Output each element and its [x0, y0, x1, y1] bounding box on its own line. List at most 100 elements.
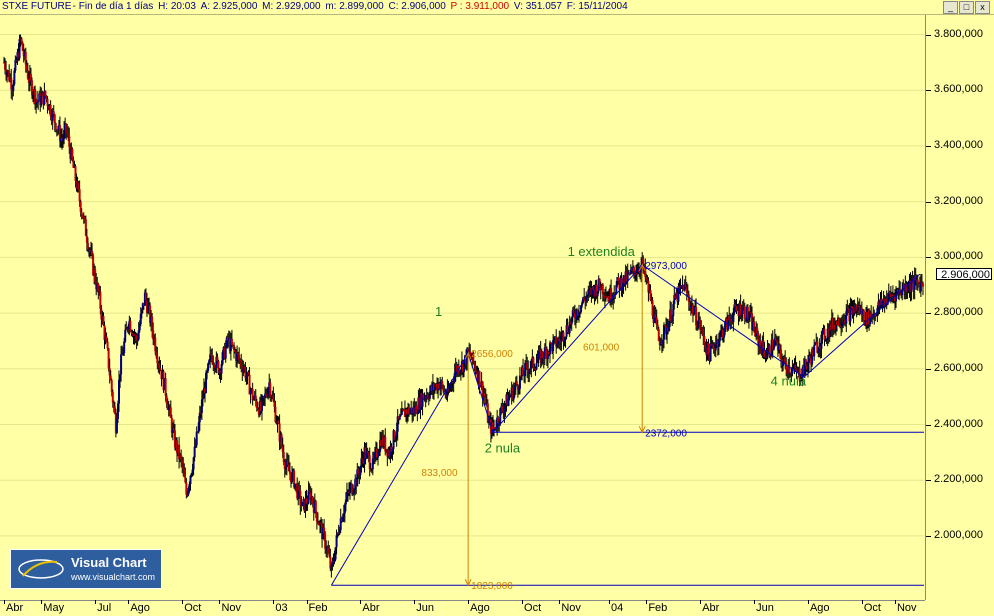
candle-body [579, 311, 582, 314]
candle-body [216, 356, 219, 361]
price-tick-label: 3.400,000 [934, 138, 983, 151]
candle-body [603, 295, 606, 299]
candle-body [177, 444, 180, 454]
candle-body [452, 382, 455, 384]
candle-body [46, 98, 49, 106]
time-tick-label: Jul [97, 602, 112, 614]
candle-body [24, 51, 27, 65]
price-chart[interactable]: 1823,000 2656,000 2372,000 2973,000 833,000 6… [0, 15, 925, 600]
candle-body [249, 390, 252, 395]
price-label: 2973,000 [645, 261, 687, 272]
candle-body [680, 285, 683, 287]
candle-body [115, 418, 118, 433]
candle-body [345, 492, 348, 500]
candle-body [502, 410, 505, 414]
candle-body [790, 372, 793, 374]
candle-body [206, 370, 209, 373]
candle-body [266, 395, 269, 397]
candle-body [211, 355, 214, 364]
candle-body [760, 346, 763, 354]
candle-body [268, 382, 271, 389]
candle-body [639, 272, 642, 274]
candle-body [813, 345, 816, 357]
minimize-button[interactable]: _ [943, 1, 958, 14]
candle-body [378, 451, 381, 456]
candle-body [446, 388, 449, 397]
candle-body [309, 491, 312, 501]
candle-body [432, 383, 435, 391]
candle-body [21, 42, 24, 51]
close-button[interactable]: x [975, 1, 990, 14]
candle-body [141, 303, 144, 310]
candle-body [607, 296, 610, 298]
candle-body [475, 370, 478, 372]
candle-body [391, 448, 394, 452]
candle-body [108, 368, 111, 376]
candle-body [149, 305, 152, 323]
candle-body [362, 459, 365, 464]
candle-body [377, 455, 380, 458]
candle-body [433, 387, 436, 391]
candle-body [172, 428, 175, 431]
candle-body [87, 249, 90, 251]
candle-body [918, 283, 921, 292]
candle-body [744, 318, 747, 322]
candle-body [841, 322, 844, 327]
candle-body [584, 299, 587, 302]
candle-body [277, 420, 280, 424]
price-tick [926, 424, 931, 426]
candle-body [166, 403, 169, 410]
time-axis[interactable] [0, 600, 925, 616]
candle-body [143, 292, 146, 306]
candle-body [394, 437, 397, 441]
time-tick [414, 600, 416, 604]
candle-body [25, 64, 28, 71]
candle-body [124, 329, 127, 342]
candle-body [356, 469, 359, 487]
candle-body [160, 370, 163, 380]
candle-body [545, 349, 548, 360]
candle-body [472, 352, 475, 363]
candle-body [147, 305, 150, 313]
candle-body [829, 323, 832, 331]
price-axis[interactable]: 3.800,000 3.600,000 3.400,000 3.200,000 3.00… [925, 15, 994, 600]
candle-body [284, 466, 287, 470]
candle-body [718, 332, 721, 341]
restore-button[interactable]: □ [959, 1, 974, 14]
candle-body [553, 337, 556, 341]
candle-body [415, 405, 418, 414]
open-readout: A: 2.925,000 [200, 1, 258, 12]
candle-body [819, 346, 822, 349]
candle-body [293, 470, 296, 488]
candle-body [564, 336, 567, 340]
candle-body [168, 407, 171, 409]
candle-body [375, 448, 378, 458]
candle-body [516, 384, 519, 390]
candle-body [438, 383, 441, 389]
candle-body [11, 89, 14, 91]
candle-body [536, 359, 539, 364]
candle-body [15, 59, 18, 62]
candle-body [770, 339, 773, 356]
candle-body [445, 395, 448, 397]
candle-body [419, 392, 422, 410]
candle-body [568, 321, 571, 334]
time-tick-label: Nov [561, 602, 581, 614]
candle-body [532, 357, 535, 368]
candle-body [793, 364, 796, 369]
candle-body [571, 310, 574, 318]
candle-body [478, 370, 481, 387]
candle-body [895, 290, 898, 302]
candle-body [661, 339, 664, 344]
candle-body [279, 434, 282, 442]
candle-body [198, 412, 201, 423]
candle-body [407, 407, 410, 415]
candle-body [570, 317, 573, 325]
time-tick-label: 04 [611, 602, 624, 614]
candle-body [507, 397, 510, 406]
price-tick-label: 3.200,000 [934, 194, 983, 207]
candle-body [706, 343, 709, 356]
candle-body [860, 307, 863, 315]
candle-body [283, 461, 286, 470]
candle-body [853, 308, 856, 313]
